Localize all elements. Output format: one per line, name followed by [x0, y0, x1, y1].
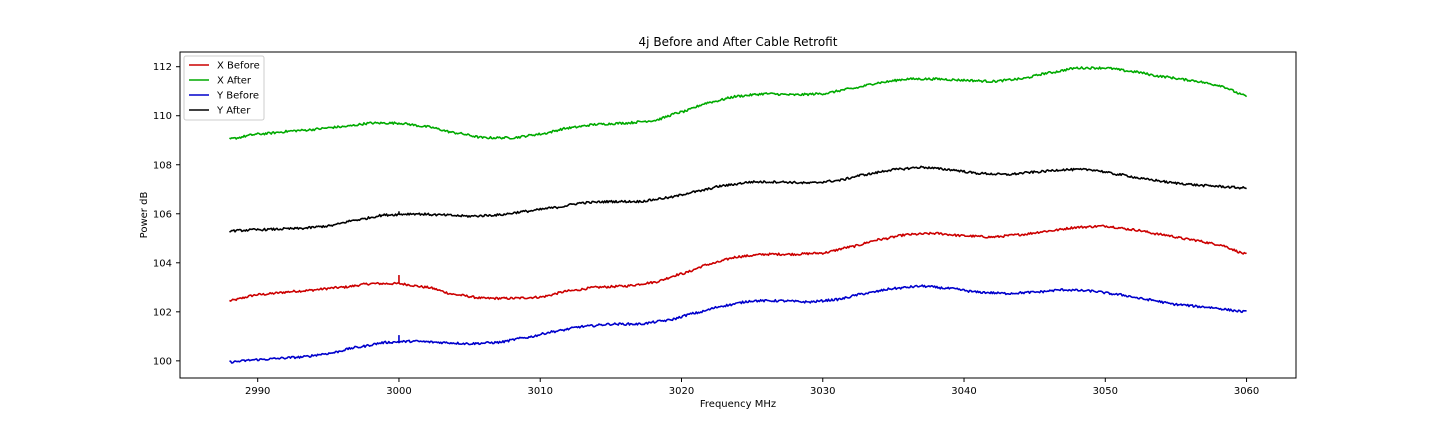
x-tick-label: 3020 [669, 386, 694, 397]
legend-label: Y Before [216, 91, 259, 102]
y-tick-label: 106 [153, 209, 172, 220]
x-tick-label: 3010 [528, 386, 553, 397]
legend-label: X Before [217, 61, 260, 72]
series-line-2 [229, 66, 1248, 140]
x-tick-label: 3060 [1234, 386, 1259, 397]
x-tick-label: 3050 [1093, 386, 1118, 397]
axes: 2990 3000 3010 3020 3030 3040 3050 3060 100 102 10… [153, 62, 1259, 397]
plot-area-frame [179, 51, 1297, 379]
y-axis-label: Power dB [139, 192, 150, 239]
legend-box [183, 55, 265, 121]
series-line-3 [229, 284, 1247, 364]
y-tick-label: 104 [153, 258, 172, 269]
legend: X Before X After Y Before Y After [183, 55, 265, 121]
y-tick-label: 102 [153, 307, 172, 318]
legend-label: X After [217, 76, 252, 87]
y-tick-label: 110 [153, 111, 172, 122]
y-tick-label: 108 [153, 160, 172, 171]
x-tick-label: 2990 [245, 386, 270, 397]
y-tick-label: 112 [153, 62, 172, 73]
legend-label: Y After [216, 106, 251, 117]
series-layer [229, 66, 1248, 364]
legend-items: X Before X After Y Before Y After [189, 61, 260, 117]
y-tick-label: 100 [153, 356, 172, 367]
x-tick-label: 3030 [810, 386, 835, 397]
x-axis-label: Frequency MHz [700, 399, 776, 410]
x-tick-label: 3040 [951, 386, 976, 397]
x-tick-label: 3000 [386, 386, 411, 397]
chart-title: 4j Before and After Cable Retrofit [639, 35, 838, 49]
